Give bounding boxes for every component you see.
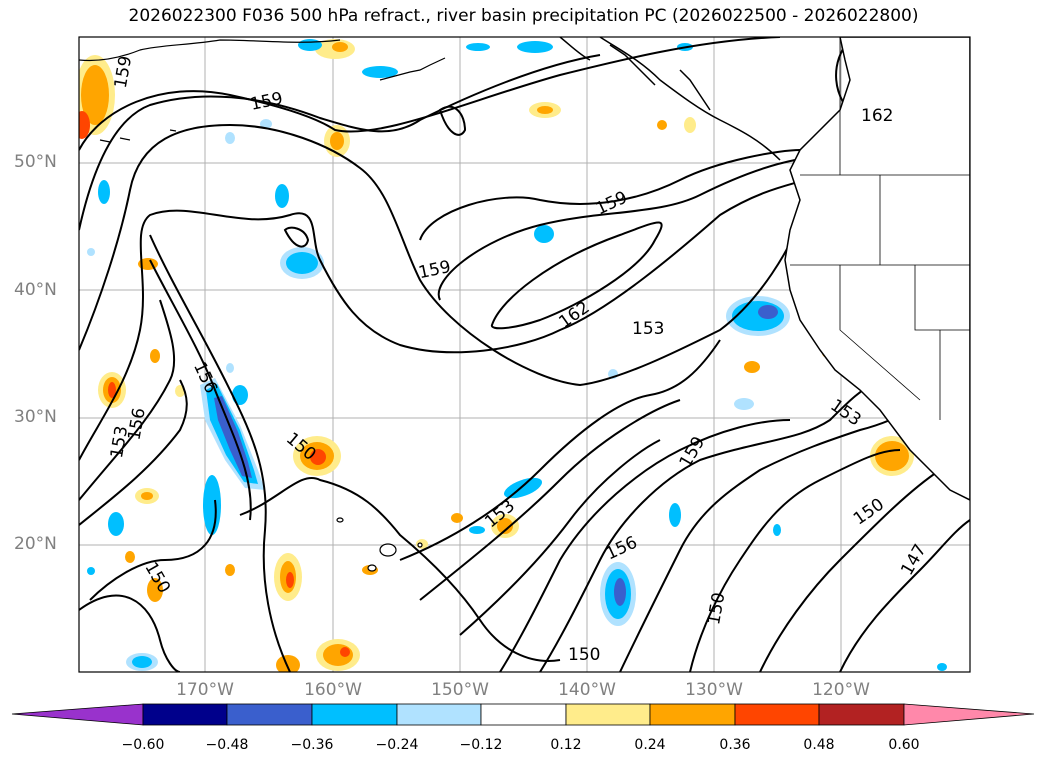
blue-blob: [466, 43, 490, 51]
orange-blob: [135, 488, 159, 504]
colorbar-tick: −0.48: [205, 737, 249, 753]
orange-blob: [147, 578, 163, 602]
orange-blob: [274, 553, 302, 601]
blue-blob: [260, 119, 272, 129]
colorbar-tick: 0.48: [803, 737, 835, 753]
colorbar-tick: 0.24: [634, 737, 666, 753]
blue-blob: [362, 66, 398, 78]
lon-label-170w: 170°W: [176, 680, 234, 700]
lat-label-20n: 20°N: [14, 534, 57, 554]
colorbar-cell: [226, 703, 313, 726]
blue-blob: [773, 524, 781, 536]
blue-blob: [600, 562, 636, 626]
blue-blob: [298, 39, 322, 51]
colorbar-cell: [396, 703, 482, 726]
colorbar-cell: [734, 703, 820, 726]
orange-blob: [491, 514, 519, 538]
blue-blob: [469, 526, 485, 534]
map-frame: [78, 36, 971, 673]
colorbar-tick: −0.12: [459, 737, 503, 753]
blue-blob: [937, 663, 947, 671]
colorbar-tick: 0.60: [888, 737, 920, 753]
aleutian-islands: [79, 39, 446, 143]
blue-blob: [517, 41, 553, 53]
blue-blob: [275, 184, 289, 208]
orange-blob: [684, 117, 696, 133]
colorbar-extend-min: [11, 703, 144, 726]
colorbar-tick: 0.36: [719, 737, 751, 753]
colorbar-extend-max: [903, 703, 1035, 726]
lat-label-30n: 30°N: [14, 407, 57, 427]
blue-blob: [126, 653, 158, 671]
blue-blob: [87, 248, 95, 256]
orange-blob: [744, 361, 760, 373]
orange-blob: [315, 39, 355, 59]
blue-blob: [226, 363, 234, 373]
orange-blob: [175, 385, 185, 397]
chart-title: 2026022300 F036 500 hPa refract., river …: [128, 6, 919, 26]
colorbar: [11, 703, 1035, 726]
blue-blob: [203, 475, 221, 535]
lon-label-160w: 160°W: [304, 680, 362, 700]
blue-blob: [87, 567, 95, 575]
canada-coast: [559, 37, 781, 161]
orange-blob: [225, 564, 235, 576]
lon-label-140w: 140°W: [558, 680, 616, 700]
lat-label-50n: 50°N: [14, 152, 57, 172]
orange-blob: [657, 120, 667, 130]
colorbar-cell: [480, 703, 567, 726]
colorbar-cell: [142, 703, 228, 726]
contour-label: 150: [568, 645, 600, 665]
lat-label-40n: 40°N: [14, 280, 57, 300]
lon-label-130w: 130°W: [685, 680, 743, 700]
lon-label-150w: 150°W: [431, 680, 489, 700]
contour-label: 153: [632, 319, 664, 339]
orange-blob: [79, 55, 115, 139]
colorbar-cell: [818, 703, 905, 726]
orange-blob: [870, 436, 914, 476]
blue-blob: [734, 398, 754, 410]
blue-blob: [225, 132, 235, 144]
blue-blob: [534, 225, 554, 243]
colorbar-cell: [311, 703, 398, 726]
orange-blob: [98, 372, 126, 408]
blue-blob: [280, 247, 324, 279]
blue-blob: [669, 503, 681, 527]
orange-blob: [150, 349, 160, 363]
contour-label: 162: [861, 106, 893, 126]
colorbar-tick: 0.12: [550, 737, 582, 753]
orange-blob: [125, 551, 135, 563]
orange-blob: [451, 513, 463, 523]
blue-blob: [98, 180, 110, 204]
state-borders: [790, 37, 970, 420]
orange-blob: [293, 436, 341, 476]
hawaii-islands: [336, 517, 423, 572]
blue-blob: [232, 385, 248, 405]
colorbar-tick: −0.24: [375, 737, 419, 753]
colorbar-tick: −0.60: [121, 737, 165, 753]
north-america-land: [784, 37, 970, 501]
colorbar-cell: [565, 703, 651, 726]
lon-label-120w: 120°W: [812, 680, 870, 700]
orange-blob: [529, 102, 561, 118]
orange-blob: [276, 655, 300, 672]
orange-blob: [316, 639, 360, 671]
colorbar-cell: [649, 703, 736, 726]
colorbar-tick: −0.36: [290, 737, 334, 753]
blue-blob: [108, 512, 124, 536]
